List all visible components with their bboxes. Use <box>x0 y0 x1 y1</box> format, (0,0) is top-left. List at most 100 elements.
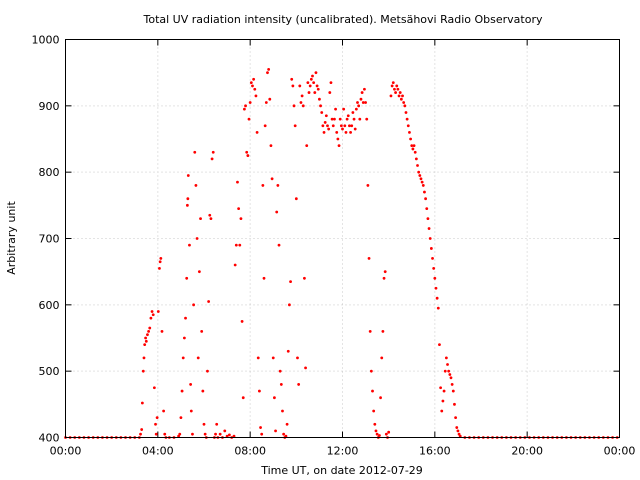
data-point <box>200 329 204 333</box>
data-point <box>194 184 198 187</box>
data-point <box>244 104 247 108</box>
data-point <box>278 369 282 373</box>
data-point <box>372 409 376 413</box>
data-point <box>266 71 269 75</box>
data-point <box>255 130 259 134</box>
data-point <box>454 416 458 419</box>
data-point <box>256 356 260 360</box>
data-point <box>184 316 187 320</box>
data-point <box>289 280 292 284</box>
data-point <box>286 349 290 353</box>
data-point <box>438 343 441 347</box>
data-point <box>203 432 207 436</box>
data-point <box>403 104 407 108</box>
data-point <box>277 243 281 247</box>
data-point <box>371 389 374 393</box>
data-point <box>456 429 460 433</box>
data-point <box>373 422 377 426</box>
data-point <box>443 369 447 373</box>
data-point <box>406 124 410 128</box>
data-point <box>318 97 321 101</box>
data-point <box>214 432 217 436</box>
data-point <box>315 84 319 88</box>
data-point <box>408 130 411 134</box>
data-point <box>294 197 298 201</box>
data-point <box>313 91 317 94</box>
data-point <box>451 389 455 393</box>
y-tick-label: 1000 <box>32 34 60 47</box>
data-point <box>247 117 251 121</box>
y-tick-label: 400 <box>39 432 60 445</box>
data-point <box>281 409 284 413</box>
grid <box>65 39 620 438</box>
data-point <box>253 87 257 91</box>
data-point <box>300 94 304 98</box>
data-point <box>336 137 340 141</box>
data-point <box>418 174 422 177</box>
data-point <box>431 257 434 260</box>
data-point <box>263 124 267 128</box>
y-tick-labels: 400 500 600 700 800 900 1000 <box>32 34 60 445</box>
data-point <box>314 71 318 75</box>
data-point <box>154 422 157 426</box>
data-point <box>202 422 206 426</box>
data-point <box>207 300 211 303</box>
data-point <box>363 87 366 91</box>
data-point <box>335 130 339 134</box>
data-point <box>316 87 320 91</box>
data-point <box>189 383 193 386</box>
data-point <box>282 432 286 436</box>
data-point <box>436 306 440 310</box>
data-point <box>341 127 344 131</box>
data-point <box>158 260 162 264</box>
data-point <box>305 144 309 148</box>
x-tick-labels: 00:00 04:00 08:00 12:00 16:00 20:00 00:00 <box>50 445 636 458</box>
data-point <box>393 87 396 91</box>
data-point <box>245 150 249 154</box>
data-point <box>450 383 454 386</box>
data-point <box>141 369 145 373</box>
data-point <box>378 434 381 437</box>
data-point <box>356 101 359 104</box>
data-point <box>150 310 154 313</box>
data-point <box>339 124 343 128</box>
data-point <box>455 426 459 429</box>
data-point <box>156 310 160 313</box>
data-point <box>234 243 238 247</box>
data-point <box>267 67 271 71</box>
chart-title: Total UV radiation intensity (uncalibrat… <box>143 13 543 26</box>
data-point <box>350 124 354 128</box>
data-point <box>338 117 342 121</box>
data-point <box>246 154 250 157</box>
data-point <box>163 432 167 436</box>
x-tick-label: 00:00 <box>604 445 636 458</box>
data-point <box>215 422 219 426</box>
data-point <box>303 276 306 280</box>
data-point <box>321 124 325 128</box>
data-point <box>425 207 429 211</box>
data-point <box>298 84 302 88</box>
data-point <box>307 91 311 94</box>
data-point <box>412 144 416 148</box>
data-point <box>260 432 264 436</box>
data-point <box>334 107 337 111</box>
data-point <box>360 91 364 94</box>
data-point <box>139 432 142 436</box>
data-point <box>327 127 331 131</box>
data-point <box>326 124 329 128</box>
data-point <box>239 217 243 221</box>
data-point <box>390 84 394 88</box>
data-point <box>368 329 372 333</box>
data-point <box>299 101 303 104</box>
y-tick-label: 800 <box>39 166 60 179</box>
plot-frame <box>65 39 620 438</box>
data-point <box>405 117 409 121</box>
data-point <box>291 84 295 88</box>
data-point <box>185 203 189 207</box>
data-point <box>140 428 144 431</box>
data-point <box>181 356 185 360</box>
x-tick-label: 20:00 <box>511 445 543 458</box>
data-point <box>225 434 229 438</box>
data-point <box>449 376 453 380</box>
data-point <box>379 396 382 400</box>
